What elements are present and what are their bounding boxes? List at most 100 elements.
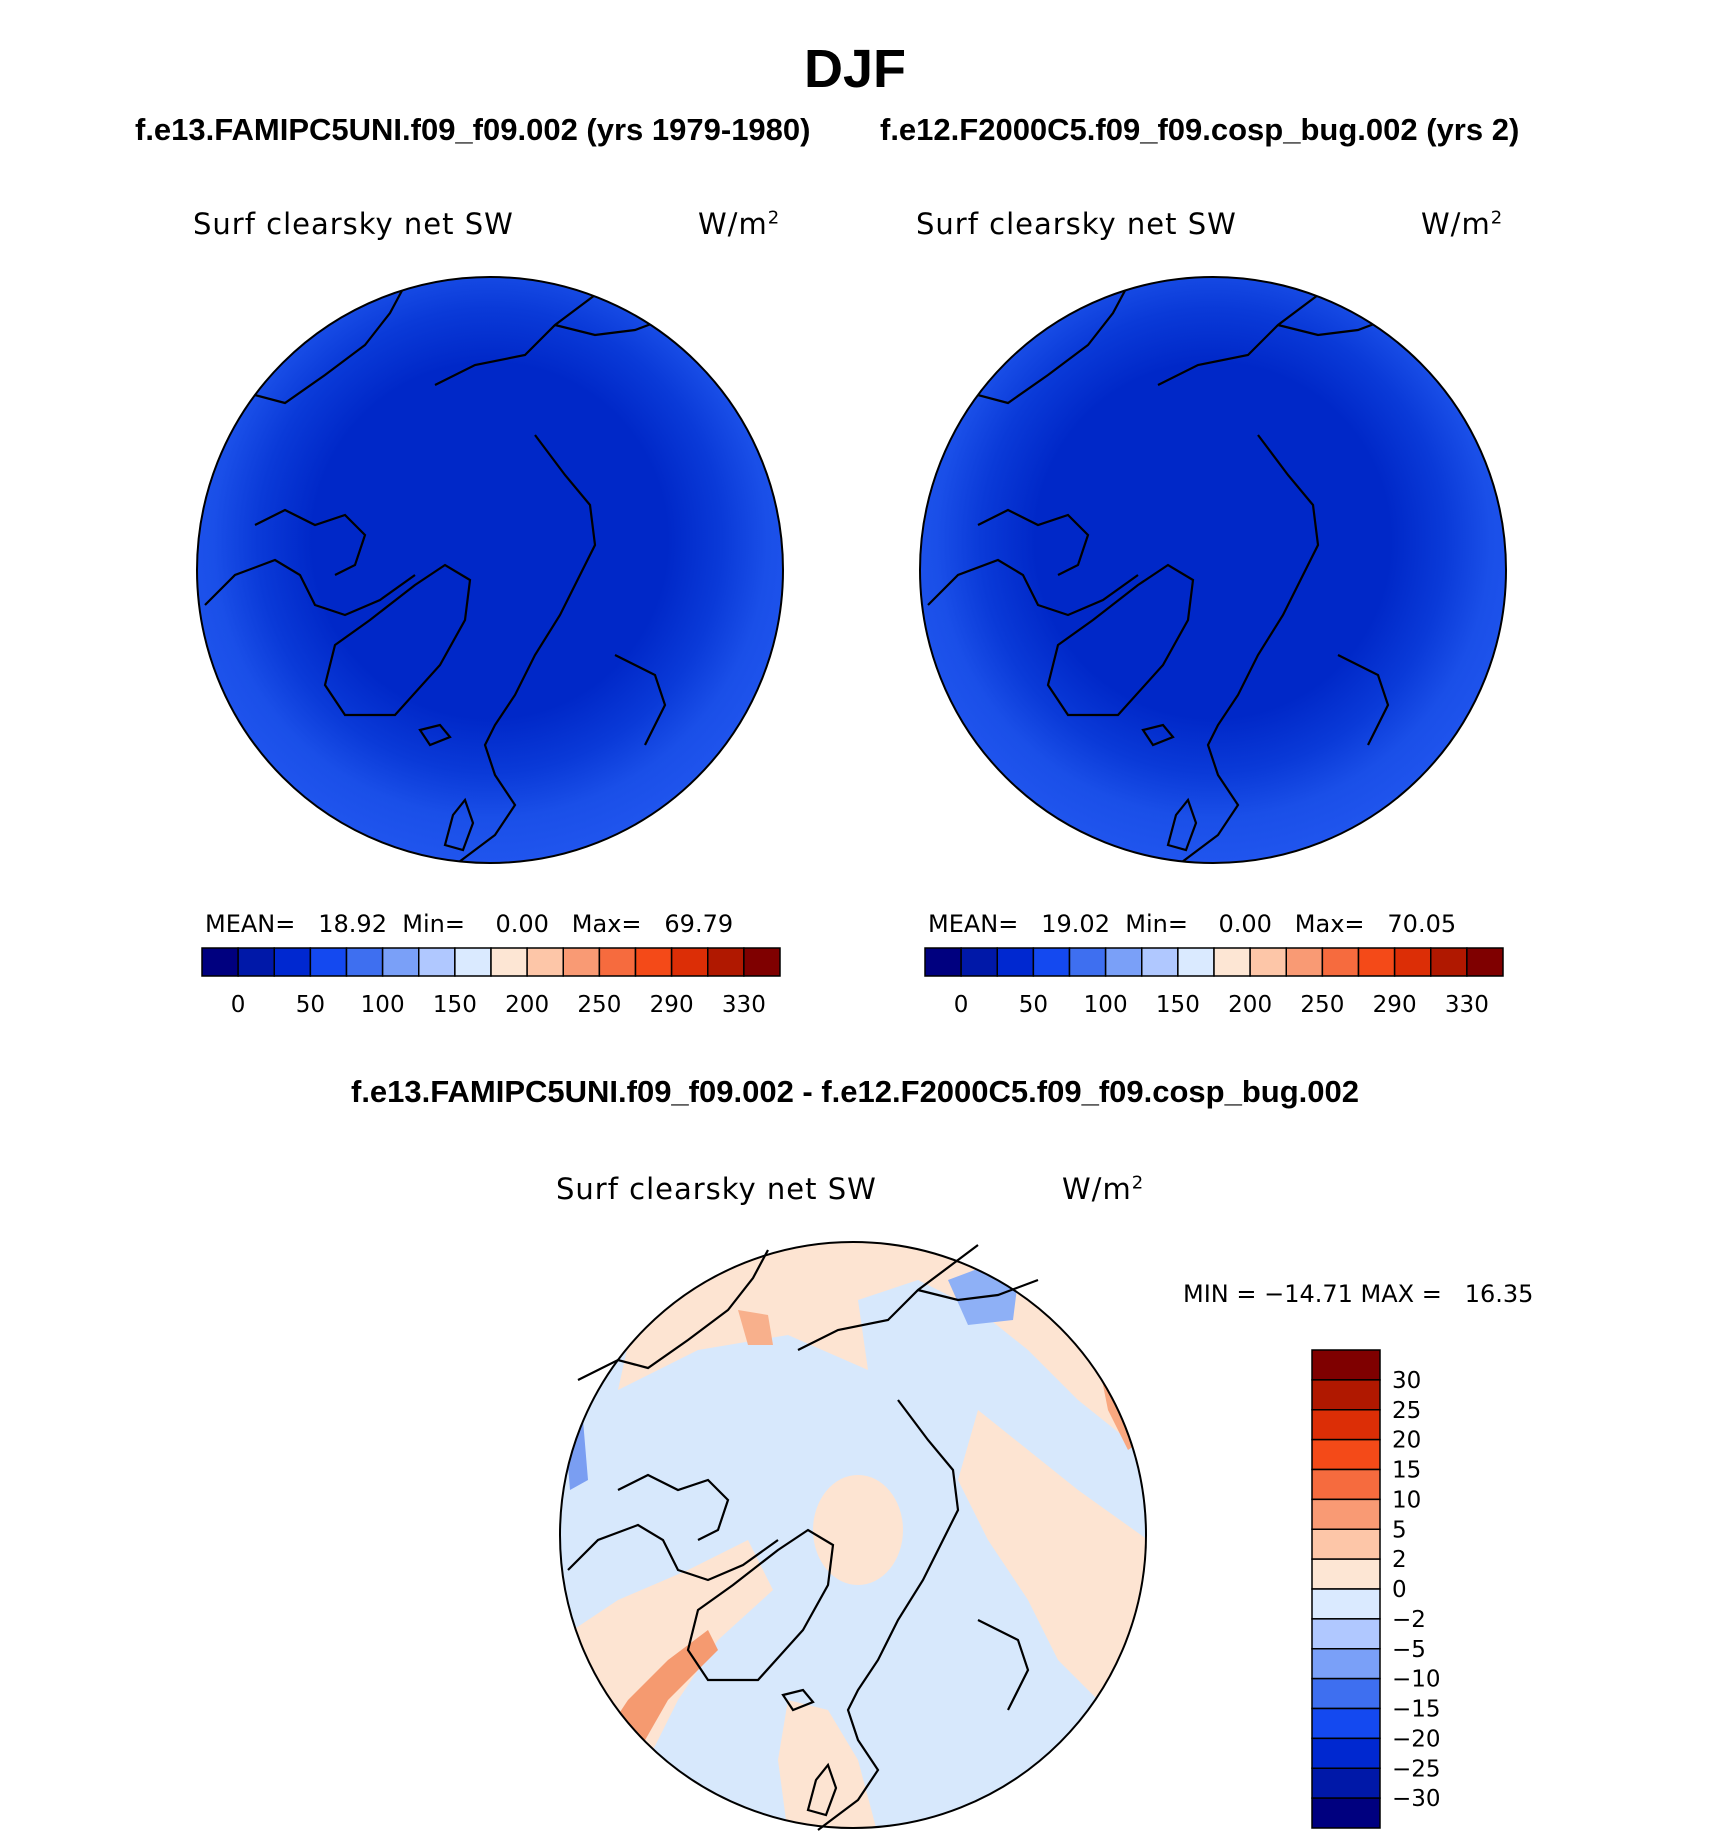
diff-units-exp: 2 xyxy=(1131,1172,1145,1194)
panel2-colorbar-swatch-9 xyxy=(1249,947,1287,977)
panel1-colorbar-tick-label-6: 290 xyxy=(650,992,694,1018)
panel1-colorbar-swatch-3 xyxy=(309,947,348,977)
panel2-colorbar-tick-label-2: 100 xyxy=(1084,992,1128,1018)
panel2-colorbar-tick-label-7: 330 xyxy=(1445,992,1489,1018)
panel1-colorbar-swatch-10 xyxy=(562,947,601,977)
panel1-colorbar-swatch-12 xyxy=(634,947,673,977)
diff-colorbar-swatch-7 xyxy=(1311,1558,1381,1590)
panel2-colorbar-swatch-5 xyxy=(1104,947,1143,977)
panel2-coastline-eurasia xyxy=(1157,279,1399,863)
diff-colorbar-tick-label-8: −2 xyxy=(1392,1607,1426,1633)
panel1-colorbar-swatch-7 xyxy=(454,947,492,977)
panel1-max-label: Max= xyxy=(571,910,642,938)
panel1-units-exp: 2 xyxy=(767,207,781,229)
panel2-colorbar-swatch-3 xyxy=(1032,947,1071,977)
diff-colorbar-swatch-11 xyxy=(1311,1677,1381,1710)
panel2-colorbar-tick-label-5: 250 xyxy=(1300,992,1344,1018)
panel2-colorbar-tick-label-1: 50 xyxy=(1019,992,1048,1018)
panel2-units-base: W/m xyxy=(1421,207,1491,241)
diff-colorbar-tick-label-12: −20 xyxy=(1392,1726,1441,1752)
panel1-ocean-field xyxy=(197,277,783,863)
panel1-units: W/m2 xyxy=(698,207,780,241)
panel1-colorbar-tick-label-5: 250 xyxy=(577,992,621,1018)
panel1-colorbar-swatch-5 xyxy=(381,947,420,977)
diff-colorbar-swatch-9 xyxy=(1311,1618,1381,1650)
diff-colorbar-tick-label-6: 2 xyxy=(1392,1547,1407,1573)
diff-colorbar-tick-label-14: −30 xyxy=(1392,1786,1441,1812)
panel1-mean-label: MEAN= xyxy=(205,910,296,938)
diff-colorbar-swatch-1 xyxy=(1311,1379,1381,1411)
panel2-colorbar-tick-label-0: 0 xyxy=(954,992,969,1018)
diff-colorbar-swatch-10 xyxy=(1311,1648,1381,1680)
panel1-coastline-eurasia xyxy=(434,279,676,863)
diff-units-base: W/m xyxy=(1062,1172,1132,1206)
diff-colorbar-swatch-0 xyxy=(1311,1349,1381,1381)
panel1-colorbar-swatch-4 xyxy=(345,947,384,977)
panel2-colorbar-swatch-0 xyxy=(924,947,962,977)
panel2-coastline-uk xyxy=(1166,797,1198,852)
panel1-colorbar-swatch-0 xyxy=(201,947,239,977)
diff-colorbar-swatch-12 xyxy=(1311,1707,1381,1740)
panel1-mean-value: 18.92 xyxy=(318,910,387,938)
diff-coastline-iceland xyxy=(781,1688,815,1712)
diff-colorbar-tick-label-13: −25 xyxy=(1392,1756,1441,1782)
panel1-colorbar-tick-label-3: 150 xyxy=(433,992,477,1018)
panel2-colorbar-swatch-1 xyxy=(960,947,998,977)
panel1-colorbar-swatch-9 xyxy=(526,947,564,977)
diff-colorbar-tick-label-10: −10 xyxy=(1392,1667,1441,1693)
diff-map xyxy=(559,1241,1147,1831)
panel2-min-value: 0.00 xyxy=(1218,910,1272,938)
panel2-colorbar-swatch-10 xyxy=(1285,947,1324,977)
panel1-min-value: 0.00 xyxy=(495,910,549,938)
diff-colorbar-swatch-15 xyxy=(1311,1797,1381,1829)
panel1-variable: Surf clearsky net SW xyxy=(193,207,514,241)
panel2-coastline-iceland xyxy=(1141,723,1175,747)
panel1-colorbar-swatch-13 xyxy=(670,947,709,977)
panel1-coastline-iceland xyxy=(418,723,452,747)
panel2-min-label: Min= xyxy=(1125,910,1188,938)
season-title: DJF xyxy=(803,39,906,99)
panel1-colorbar-swatch-14 xyxy=(707,947,745,977)
diff-colorbar-swatch-5 xyxy=(1311,1498,1381,1530)
panel2-colorbar-swatch-11 xyxy=(1321,947,1360,977)
diff-header: f.e13.FAMIPC5UNI.f09_f09.002 - f.e12.F20… xyxy=(351,1074,1359,1109)
panel2-colorbar-swatch-2 xyxy=(996,947,1035,977)
panel1-coastline-greenland xyxy=(323,563,472,717)
panel2-units-exp: 2 xyxy=(1490,207,1504,229)
panel1-max-value: 69.79 xyxy=(664,910,734,938)
diff-map-border xyxy=(559,1241,1147,1829)
panel1-colorbar-swatch-8 xyxy=(490,947,528,977)
panel1-colorbar-tick-label-7: 330 xyxy=(722,992,766,1018)
diff-variable: Surf clearsky net SW xyxy=(556,1172,877,1206)
panel2-max-value: 70.05 xyxy=(1387,910,1457,938)
panel1-units-base: W/m xyxy=(698,207,768,241)
diff-colorbar-swatch-6 xyxy=(1311,1528,1381,1560)
panel2-colorbar-tick-label-3: 150 xyxy=(1156,992,1200,1018)
diff-units: W/m2 xyxy=(1062,1172,1144,1206)
panel2-units: W/m2 xyxy=(1421,207,1503,241)
diff-colorbar-tick-label-7: 0 xyxy=(1392,1577,1407,1603)
case1-header: f.e13.FAMIPC5UNI.f09_f09.002 (yrs 1979-1… xyxy=(135,112,811,147)
panel1-colorbar-tick-label-0: 0 xyxy=(231,992,246,1018)
panel1-colorbar-swatch-11 xyxy=(598,947,637,977)
panel2-colorbar-swatch-15 xyxy=(1466,947,1504,977)
panel2-mean-label: MEAN= xyxy=(928,910,1019,938)
panel2-colorbar-tick-label-6: 290 xyxy=(1373,992,1417,1018)
panel1-colorbar-tick-label-1: 50 xyxy=(296,992,325,1018)
panel2-max-label: Max= xyxy=(1294,910,1365,938)
diff-positive-region-east xyxy=(958,1410,1146,1700)
diff-strong-positive-kamchatka xyxy=(738,1310,773,1345)
panel1-colorbar-swatch-1 xyxy=(237,947,275,977)
diff-colorbar-tick-label-5: 5 xyxy=(1392,1517,1407,1543)
diff-colorbar-swatch-3 xyxy=(1311,1438,1381,1471)
diff-colorbar-swatch-8 xyxy=(1311,1588,1381,1620)
diff-positive-region-pole xyxy=(813,1475,903,1585)
panel2-colorbar-swatch-13 xyxy=(1393,947,1432,977)
panel2-coastline-greenland xyxy=(1046,563,1195,717)
panel2-map xyxy=(919,276,1507,864)
panel2-variable: Surf clearsky net SW xyxy=(916,207,1237,241)
panel2-colorbar-tick-label-4: 200 xyxy=(1228,992,1272,1018)
diff-colorbar-tick-label-9: −5 xyxy=(1392,1637,1426,1663)
diff-coastline-greenland xyxy=(686,1528,835,1682)
panel2-colorbar-swatch-4 xyxy=(1068,947,1107,977)
